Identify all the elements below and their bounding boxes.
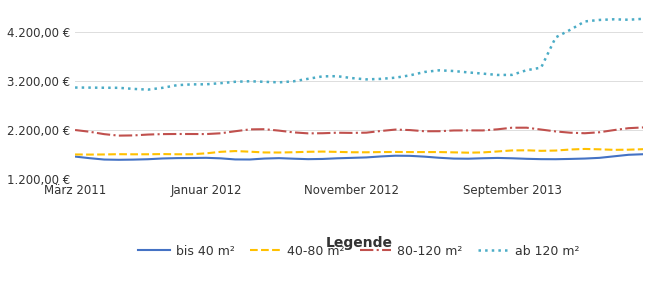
X-axis label: Legende: Legende — [326, 236, 393, 250]
Legend: bis 40 m², 40-80 m², 80-120 m², ab 120 m²: bis 40 m², 40-80 m², 80-120 m², ab 120 m… — [133, 239, 585, 262]
